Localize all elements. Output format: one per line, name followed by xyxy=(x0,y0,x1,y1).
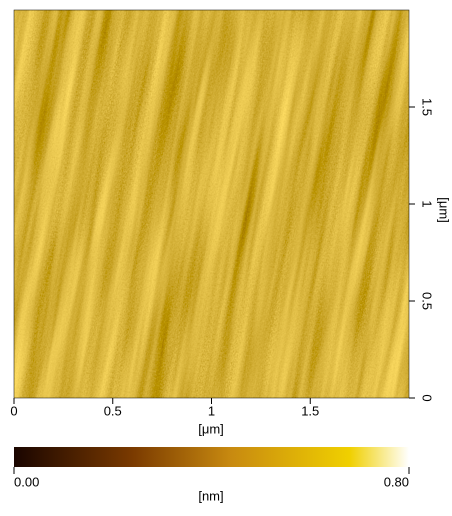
colorbar-tick-label: 0.80 xyxy=(384,474,409,489)
x-tick-label: 0 xyxy=(10,403,17,418)
colorbar-tick-label: 0.00 xyxy=(14,474,39,489)
colorbar xyxy=(14,447,409,467)
y-axis-label: [μm] xyxy=(437,197,452,223)
y-tick-label: 0 xyxy=(420,394,435,401)
y-tick-label: 0.5 xyxy=(420,292,435,310)
y-tick-label: 1 xyxy=(420,200,435,207)
x-tick-label: 0.5 xyxy=(104,403,122,418)
x-tick-label: 1.5 xyxy=(301,403,319,418)
x-axis-label: [μm] xyxy=(198,421,224,436)
colorbar-label: [nm] xyxy=(198,488,223,503)
x-tick-label: 1 xyxy=(208,403,215,418)
y-tick-label: 1.5 xyxy=(420,98,435,116)
